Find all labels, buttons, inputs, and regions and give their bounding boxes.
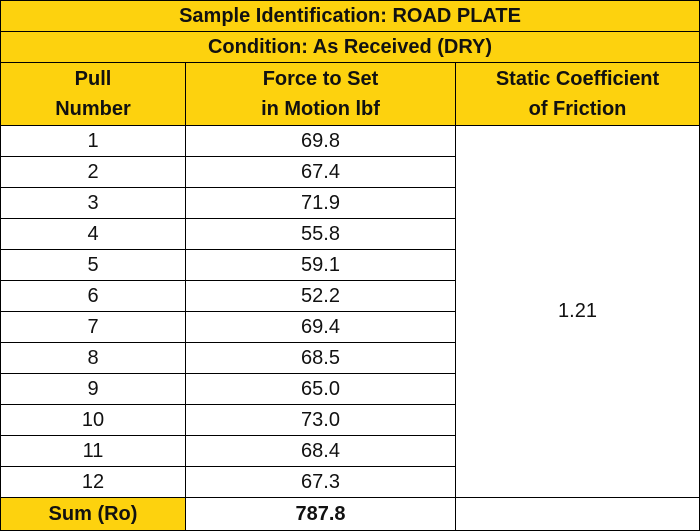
pull-number: 5: [0, 249, 186, 281]
table-row: 11 68.4: [0, 435, 700, 467]
pull-number: 7: [0, 311, 186, 343]
force-value: 55.8: [185, 218, 456, 250]
table-row: 4 55.8: [0, 218, 700, 250]
table-row: Sample Identification: ROAD PLATE: [0, 0, 700, 32]
force-value: 59.1: [185, 249, 456, 281]
empty-cell: [454, 497, 700, 531]
pull-number: 10: [0, 404, 186, 436]
pull-number: 6: [0, 280, 186, 312]
table-row: 7 69.4: [0, 311, 700, 343]
header-line: in Motion lbf: [261, 98, 380, 120]
table-row: Pull Number Force to Set in Motion lbf Stati…: [0, 62, 700, 126]
pull-number: 1: [0, 125, 186, 157]
force-value: 73.0: [185, 404, 456, 436]
table-row: Condition: As Received (DRY): [0, 31, 700, 63]
table-row: 6 52.2: [0, 280, 700, 312]
pull-number: 9: [0, 373, 186, 405]
header-line: Pull: [74, 68, 112, 90]
pull-number: 12: [0, 466, 186, 498]
force-value: 67.3: [185, 466, 456, 498]
force-value: 65.0: [185, 373, 456, 405]
title-cell: Sample Identification: ROAD PLATE: [0, 0, 700, 32]
condition-cell: Condition: As Received (DRY): [0, 31, 700, 63]
column-header: Pull Number: [0, 62, 186, 126]
table-row: 8 68.5: [0, 342, 700, 374]
sum-label: Sum (Ro): [0, 497, 186, 531]
force-value: 68.5: [185, 342, 456, 374]
pull-number: 3: [0, 187, 186, 219]
force-value: 52.2: [185, 280, 456, 312]
column-header: Force to Set in Motion lbf: [185, 62, 456, 126]
pull-number: 2: [0, 156, 186, 188]
table-row: Sum (Ro) 787.8: [0, 497, 700, 531]
table-row: 3 71.9: [0, 187, 700, 219]
header-line: Number: [55, 98, 131, 120]
pull-number: 4: [0, 218, 186, 250]
header-line: Force to Set: [262, 68, 379, 90]
table-row: 1 69.8 1.21: [0, 125, 700, 498]
force-value: 67.4: [185, 156, 456, 188]
force-value: 69.8: [185, 125, 456, 157]
table-row: 5 59.1: [0, 249, 700, 281]
table-row: 10 73.0: [0, 404, 700, 436]
pull-number: 8: [0, 342, 186, 374]
table-row: 12 67.3: [0, 466, 700, 498]
header-line: Static Coefficient: [495, 68, 660, 90]
sum-value: 787.8: [185, 497, 456, 531]
force-value: 71.9: [185, 187, 456, 219]
column-header: Static Coefficient of Friction: [454, 62, 700, 126]
header-line: of Friction: [528, 98, 627, 120]
force-value: 68.4: [185, 435, 456, 467]
table-row: 9 65.0: [0, 373, 700, 405]
pull-number: 11: [0, 435, 186, 467]
coefficient-value: 1.21: [454, 125, 700, 498]
force-value: 69.4: [185, 311, 456, 343]
